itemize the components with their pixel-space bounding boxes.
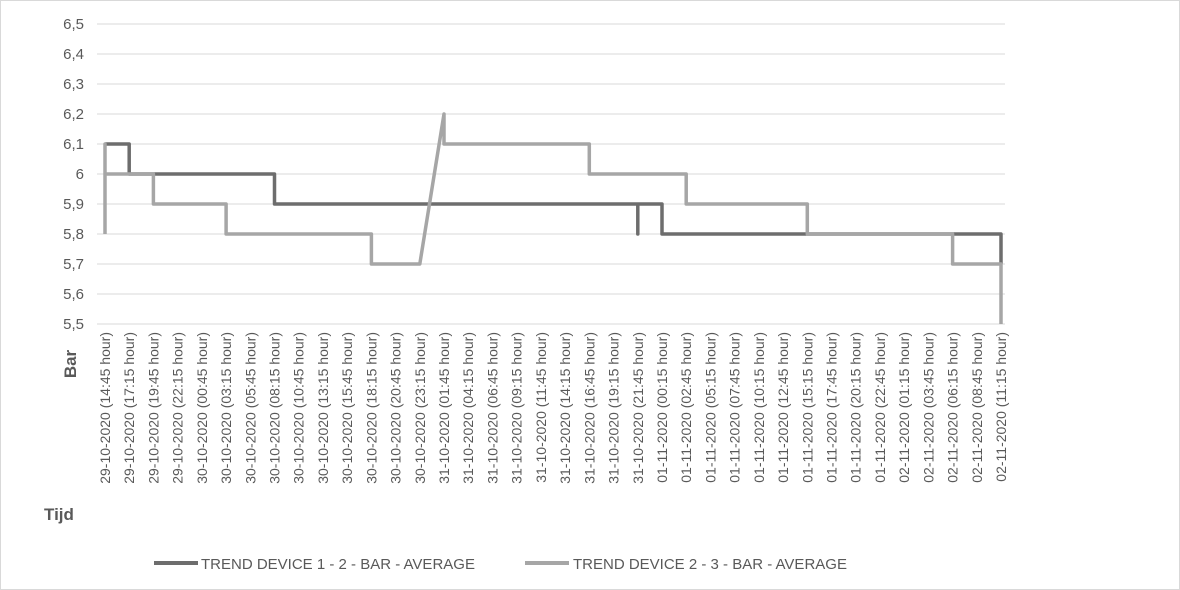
y-tick-label: 6,1 bbox=[63, 136, 84, 153]
x-tick-label: 01-11-2020 (17:45 hour) bbox=[823, 332, 839, 483]
legend: TREND DEVICE 1 - 2 - BAR - AVERAGE TREND … bbox=[154, 556, 847, 573]
series-line-2 bbox=[103, 112, 1003, 324]
x-tick-label: 29-10-2020 (17:15 hour) bbox=[121, 332, 137, 484]
x-tick-label: 02-11-2020 (03:45 hour) bbox=[920, 332, 936, 483]
y-tick-label: 5,8 bbox=[63, 226, 84, 243]
x-tick-label: 31-10-2020 (14:15 hour) bbox=[557, 332, 573, 484]
y-tick-label: 5,6 bbox=[63, 286, 84, 303]
x-tick-label: 29-10-2020 (14:45 hour) bbox=[97, 332, 113, 484]
x-tick-label: 31-10-2020 (21:45 hour) bbox=[630, 332, 646, 484]
y-tick-label: 6,3 bbox=[63, 76, 84, 93]
y-tick-label: 6,5 bbox=[63, 16, 84, 33]
x-tick-label: 01-11-2020 (20:15 hour) bbox=[848, 332, 864, 483]
x-tick-label: 30-10-2020 (03:15 hour) bbox=[218, 332, 234, 484]
x-tick-label: 02-11-2020 (06:15 hour) bbox=[945, 332, 961, 483]
x-tick-label: 31-10-2020 (16:45 hour) bbox=[581, 332, 597, 484]
x-tick-label: 01-11-2020 (15:15 hour) bbox=[799, 332, 815, 483]
series-lines bbox=[103, 112, 1003, 324]
x-tick-label: 30-10-2020 (15:45 hour) bbox=[339, 332, 355, 484]
x-tick-label: 01-11-2020 (05:15 hour) bbox=[702, 332, 718, 483]
x-tick-label: 01-11-2020 (12:45 hour) bbox=[775, 332, 791, 483]
y-tick-label: 6 bbox=[76, 166, 84, 183]
x-tick-label: 30-10-2020 (13:15 hour) bbox=[315, 332, 331, 484]
legend-label-1: TREND DEVICE 1 - 2 - BAR - AVERAGE bbox=[201, 556, 475, 573]
x-tick-label: 30-10-2020 (05:45 hour) bbox=[242, 332, 258, 484]
x-tick-label: 30-10-2020 (23:15 hour) bbox=[412, 332, 428, 484]
x-tick-label: 31-10-2020 (06:45 hour) bbox=[484, 332, 500, 484]
x-tick-label: 01-11-2020 (22:45 hour) bbox=[872, 332, 888, 483]
y-tick-label: 5,5 bbox=[63, 316, 84, 333]
x-tick-label: 01-11-2020 (02:45 hour) bbox=[678, 332, 694, 483]
x-tick-label: 02-11-2020 (11:15 hour) bbox=[993, 332, 1009, 482]
x-tick-label: 31-10-2020 (19:15 hour) bbox=[606, 332, 622, 484]
x-tick-label: 01-11-2020 (00:15 hour) bbox=[654, 332, 670, 483]
y-tick-label: 6,4 bbox=[63, 46, 84, 63]
series-line-1 bbox=[105, 142, 1003, 264]
x-tick-label: 02-11-2020 (08:45 hour) bbox=[969, 332, 985, 483]
x-tick-label: 31-10-2020 (01:45 hour) bbox=[436, 332, 452, 484]
x-tick-label: 02-11-2020 (01:15 hour) bbox=[896, 332, 912, 483]
x-tick-label: 30-10-2020 (08:15 hour) bbox=[267, 332, 283, 484]
x-tick-label: 30-10-2020 (10:45 hour) bbox=[291, 332, 307, 484]
gridlines bbox=[97, 23, 1005, 325]
y-axis-ticks: 6,5 6,4 6,3 6,2 6,1 6 5,9 5,8 5,7 5,6 5,5 bbox=[63, 16, 84, 333]
x-tick-label: 29-10-2020 (22:15 hour) bbox=[170, 332, 186, 484]
x-tick-label: 01-11-2020 (10:15 hour) bbox=[751, 332, 767, 483]
x-tick-label: 01-11-2020 (07:45 hour) bbox=[727, 332, 743, 483]
x-axis-title: Tijd bbox=[44, 505, 74, 524]
x-tick-label: 31-10-2020 (09:15 hour) bbox=[509, 332, 525, 484]
x-tick-label: 31-10-2020 (11:45 hour) bbox=[533, 332, 549, 483]
x-tick-label: 29-10-2020 (19:45 hour) bbox=[145, 332, 161, 484]
legend-label-2: TREND DEVICE 2 - 3 - BAR - AVERAGE bbox=[573, 556, 847, 573]
y-axis-title: Bar bbox=[61, 349, 80, 378]
x-axis-ticks: 29-10-2020 (14:45 hour) 29-10-2020 (17:15… bbox=[97, 332, 1009, 484]
x-tick-label: 30-10-2020 (00:45 hour) bbox=[194, 332, 210, 484]
x-tick-label: 30-10-2020 (18:15 hour) bbox=[363, 332, 379, 484]
x-tick-label: 31-10-2020 (04:15 hour) bbox=[460, 332, 476, 484]
y-tick-label: 5,9 bbox=[63, 196, 84, 213]
y-tick-label: 5,7 bbox=[63, 256, 84, 273]
y-tick-label: 6,2 bbox=[63, 106, 84, 123]
x-tick-label: 30-10-2020 (20:45 hour) bbox=[388, 332, 404, 484]
